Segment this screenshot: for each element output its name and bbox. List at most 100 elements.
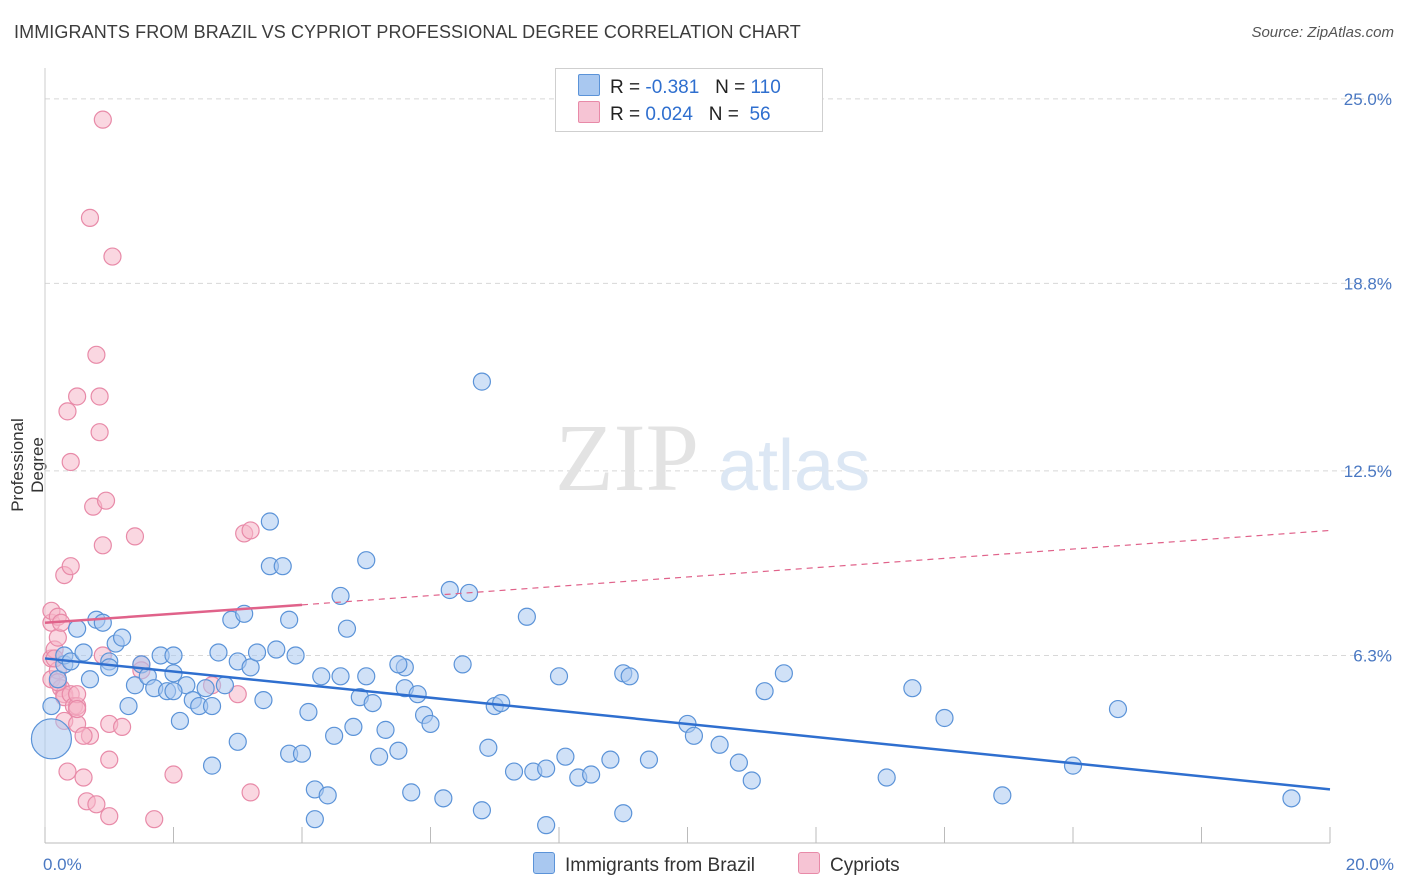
brazil-point	[537, 759, 556, 778]
cypriot-point	[74, 768, 93, 787]
brazil-point	[164, 646, 183, 665]
brazil-point	[370, 747, 389, 766]
cypriot-point	[87, 345, 106, 364]
brazil-point	[755, 682, 774, 701]
brazil-point	[100, 658, 119, 677]
brazil-point	[1108, 699, 1128, 719]
legend-n-value: 56	[749, 104, 771, 125]
brazil-point	[582, 765, 601, 784]
bottom-legend-swatch-brazil	[533, 852, 555, 874]
brazil-trend-line	[44, 657, 1331, 791]
brazil-point	[639, 750, 659, 769]
brazil-point	[601, 750, 620, 769]
cypriot-point	[48, 628, 67, 647]
cypriot-point	[93, 110, 112, 129]
y-tick-label: 18.8%	[1344, 274, 1392, 293]
cypriot-point	[100, 750, 119, 769]
brazil-point	[42, 696, 61, 716]
grid-lines	[45, 98, 1392, 656]
y-tick-label: 12.5%	[1344, 462, 1392, 481]
y-tick-label: 6.3%	[1353, 646, 1392, 665]
chart-title: IMMIGRANTS FROM BRAZIL VS CYPRIOT PROFES…	[14, 22, 801, 42]
brazil-point	[389, 655, 408, 674]
brazil-point	[402, 783, 421, 802]
brazil-point	[215, 676, 234, 695]
cypriot-point	[125, 527, 145, 546]
bottom-legend-label-brazil: Immigrants from Brazil	[565, 855, 756, 876]
brazil-point	[517, 607, 536, 626]
cypriot-point	[58, 402, 77, 421]
watermark-atlas: atlas	[718, 426, 870, 506]
brazil-point	[614, 804, 633, 823]
brazil-point	[472, 801, 491, 820]
brazil-point	[280, 610, 299, 629]
brazil-point	[196, 679, 215, 698]
series-cypriots	[42, 110, 260, 829]
brazil-point	[729, 753, 749, 772]
brazil-point	[273, 557, 292, 576]
legend-r-label: R =	[610, 104, 641, 125]
cypriot-point	[68, 387, 87, 406]
legend-n-label: N =	[708, 104, 739, 125]
brazil-point	[292, 744, 312, 763]
cypriot-point	[74, 726, 93, 745]
brazil-point	[684, 726, 704, 745]
cypriot-point	[112, 717, 132, 737]
source-label: Source: ZipAtlas.com	[1251, 24, 1394, 41]
cypriot-trend-line	[44, 603, 303, 624]
bottom-legend-label-cypriots: Cypriots	[830, 855, 900, 876]
brazil-point	[421, 714, 440, 734]
watermark: ZIP atlas	[555, 404, 870, 511]
brazil-point	[228, 732, 247, 751]
legend-swatch-brazil	[578, 74, 600, 96]
legend: R = -0.381 N = 110 R = 0.024 N = 56	[555, 68, 823, 132]
y-tick-label: 25.0%	[1344, 90, 1392, 109]
brazil-point	[935, 708, 954, 728]
brazil-point	[504, 762, 524, 781]
brazil-point	[80, 670, 100, 689]
cypriot-point	[68, 699, 87, 719]
x-tick-label-max: 20.0%	[1346, 855, 1394, 874]
legend-r-value: -0.381	[645, 77, 700, 98]
brazil-point	[112, 628, 132, 647]
cypriot-point	[100, 807, 119, 826]
brazil-point	[389, 741, 408, 760]
tick-labels: 6.3% 12.5% 18.8% 25.0% 0.0% 20.0%	[43, 90, 1394, 874]
brazil-point	[325, 726, 344, 745]
brazil-point	[209, 643, 228, 662]
x-tick-label-min: 0.0%	[43, 855, 82, 874]
axes	[44, 68, 1331, 844]
brazil-point	[620, 667, 639, 686]
brazil-point	[202, 696, 222, 716]
brazil-point	[247, 643, 267, 662]
brazil-point	[440, 580, 459, 600]
brazil-point	[119, 696, 138, 716]
legend-n-value: 110	[750, 77, 781, 98]
brazil-point	[993, 786, 1012, 805]
cypriot-point	[90, 423, 109, 442]
brazil-point	[260, 512, 279, 531]
brazil-point	[363, 693, 382, 713]
brazil-point	[472, 372, 491, 391]
brazil-point	[318, 786, 337, 805]
brazil-point	[305, 810, 324, 829]
brazil-point	[357, 551, 376, 570]
brazil-point	[774, 664, 793, 683]
watermark-zip: ZIP	[555, 404, 699, 511]
bottom-legend-brazil: Immigrants from Brazil	[533, 852, 755, 877]
brazil-point	[299, 702, 318, 722]
cypriot-point	[164, 765, 183, 784]
brazil-point	[254, 691, 273, 710]
brazil-point	[556, 747, 575, 766]
bottom-legend-cypriots: Cypriots	[798, 852, 900, 877]
brazil-point	[408, 685, 427, 704]
brazil-point	[312, 667, 331, 686]
brazil-point	[903, 679, 922, 698]
brazil-point	[549, 667, 569, 686]
brazil-point	[453, 655, 472, 674]
brazil-point	[434, 789, 453, 808]
legend-swatch-cypriots	[578, 101, 600, 123]
brazil-point	[877, 768, 896, 787]
brazil-point	[170, 711, 190, 731]
